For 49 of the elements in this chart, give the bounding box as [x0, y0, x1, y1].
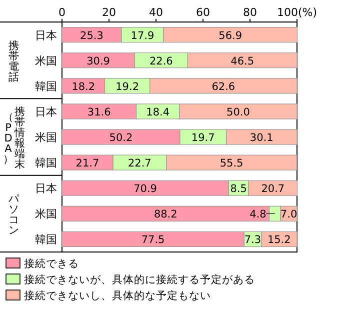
data-label: 20.7 [261, 183, 285, 196]
text: パソコン [8, 193, 20, 237]
x-tick-label: 80 [243, 6, 257, 19]
data-label: 22.6 [149, 55, 174, 68]
data-label: 7.3 [244, 234, 262, 246]
y-tick-label: 韓国 [35, 156, 57, 170]
data-label: 88.2 [154, 208, 178, 221]
data-label: 56.9 [218, 30, 242, 42]
y-tick-label: 日本 [35, 28, 57, 42]
legend-label: 接続できる [24, 257, 79, 270]
x-tick-label: 0 [58, 6, 66, 19]
data-label: 21.7 [76, 158, 100, 170]
y-tick-label: 日本 [35, 105, 57, 118]
data-label: 19.2 [116, 80, 140, 93]
data-label: 8.5 [230, 183, 247, 196]
x-tick-label: 100(%) [276, 6, 318, 19]
data-label: 50.2 [109, 132, 133, 144]
data-label: 46.5 [230, 55, 254, 68]
text: （PDA） [2, 111, 14, 166]
y-tick-label: 米国 [35, 208, 57, 221]
y-tick-label: 米国 [35, 54, 57, 68]
data-label: 18.4 [146, 106, 170, 118]
y-tick-label: 韓国 [35, 80, 57, 93]
data-label: 4.8 [250, 208, 266, 221]
data-label: 62.6 [212, 80, 236, 93]
data-label: 55.5 [220, 158, 244, 170]
data-label: 25.3 [80, 30, 104, 42]
data-label: 30.1 [250, 132, 274, 144]
text: 携帯情報端末 [13, 105, 26, 170]
y-tick-label: 米国 [35, 131, 57, 144]
data-label: 15.2 [267, 234, 291, 246]
x-tick-label: 40 [149, 6, 163, 19]
legend-label: 接続できないし、具体的な予定もない [24, 289, 211, 302]
x-tick-label: 20 [102, 6, 116, 19]
text: 携帯電話 [8, 38, 20, 84]
data-label: 31.6 [87, 106, 112, 118]
data-label: 50.0 [226, 106, 250, 118]
legend-label: 接続できないが、具体的に接続する予定がある [24, 273, 255, 286]
data-label: 70.9 [134, 183, 158, 196]
data-label: 30.9 [86, 55, 110, 68]
data-label: 17.9 [130, 30, 154, 42]
data-label: 19.7 [191, 132, 215, 144]
data-label: 18.2 [72, 80, 96, 93]
y-tick-label: 韓国 [35, 233, 57, 246]
data-label: 77.5 [141, 234, 165, 246]
data-label: 7.0 [280, 208, 298, 221]
data-label: 22.7 [128, 158, 152, 170]
y-tick-label: 日本 [35, 182, 57, 196]
x-tick-label: 60 [196, 6, 210, 19]
